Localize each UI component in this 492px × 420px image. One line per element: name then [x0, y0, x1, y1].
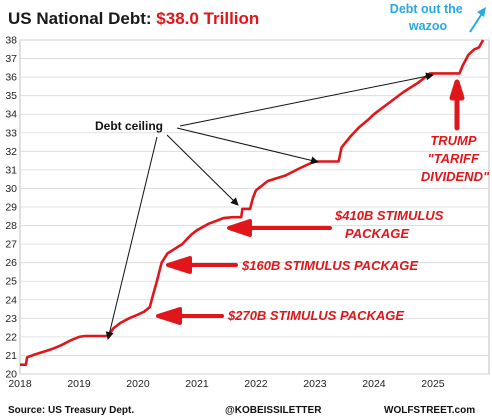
trump-line-2: "TARIFF [427, 151, 479, 166]
y-tick-label-21: 21 [5, 350, 17, 362]
debt-ceiling-arrow-2019 [105, 136, 158, 340]
y-tick-label-26: 26 [5, 257, 17, 269]
y-tick-label-34: 34 [5, 109, 17, 121]
stimulus-270-arrow [156, 307, 224, 325]
wazoo-line-1: Debt out the [390, 2, 463, 16]
kobeissi-handle: @KOBEISSILETTER [225, 405, 322, 416]
wazoo-arrow-shaft [469, 11, 484, 33]
y-tick-label-30: 30 [5, 183, 17, 195]
chart-title-highlight: $38.0 Trillion [156, 9, 260, 28]
debt-series-line [20, 39, 485, 366]
chart-title-prefix: US National Debt: [8, 9, 157, 28]
x-tick-label-2025: 2025 [421, 378, 445, 390]
x-axis-ticks: 2018 2019 2020 2021 2022 2023 2024 2025 [8, 378, 444, 390]
trump-line-1: TRUMP [430, 133, 477, 148]
trump-arrow [449, 79, 465, 131]
x-tick-label-2022: 2022 [244, 378, 268, 390]
grid-lines [20, 39, 489, 375]
y-tick-label-32: 32 [5, 146, 17, 158]
y-tick-label-23: 23 [5, 313, 17, 325]
chart-title: US National Debt: $38.0 Trillion [8, 9, 259, 29]
y-tick-label-20: 20 [5, 369, 17, 381]
wazoo-arrow-head [477, 7, 486, 17]
stimulus-410-label: $410B STIMULUS PACKAGE [334, 208, 447, 241]
y-tick-label-28: 28 [5, 220, 17, 232]
trump-label: TRUMP "TARIFF DIVIDEND" [421, 133, 490, 184]
debt-ceiling-arrow-2021 [166, 134, 239, 206]
y-tick-label-29: 29 [5, 202, 17, 214]
y-tick-label-36: 36 [5, 72, 17, 84]
stimulus-270-label: $270B STIMULUS PACKAGE [227, 308, 404, 323]
y-tick-label-25: 25 [5, 276, 17, 288]
stimulus-410-line-2: PACKAGE [345, 226, 409, 241]
x-tick-label-2020: 2020 [126, 378, 150, 390]
debt-ceiling-arrows [105, 72, 434, 340]
y-tick-label-33: 33 [5, 127, 17, 139]
y-tick-label-27: 27 [5, 239, 17, 251]
y-tick-label-38: 38 [5, 35, 17, 47]
wolfstreet-credit: WOLFSTREET.com [384, 405, 475, 416]
y-tick-label-31: 31 [5, 164, 17, 176]
stimulus-410-line-1: $410B STIMULUS [334, 208, 444, 223]
stimulus-160-arrow [166, 256, 238, 274]
y-tick-label-37: 37 [5, 53, 17, 65]
trump-line-3: DIVIDEND" [421, 169, 490, 184]
stimulus-410-arrow [227, 219, 332, 237]
debt-ceiling-arrow-2023 [176, 127, 319, 165]
source-note: Source: US Treasury Dept. [8, 405, 134, 416]
x-tick-label-2023: 2023 [303, 378, 327, 390]
x-tick-label-2019: 2019 [67, 378, 91, 390]
x-tick-label-2018: 2018 [8, 378, 32, 390]
x-tick-label-2024: 2024 [362, 378, 386, 390]
stimulus-160-label: $160B STIMULUS PACKAGE [241, 258, 418, 273]
wazoo-label: Debt out the wazoo [390, 2, 466, 33]
y-tick-label-35: 35 [5, 90, 17, 102]
y-axis-ticks: 20 21 22 23 24 25 26 27 28 29 30 31 32 33 34 35 36 37 38 [5, 35, 17, 381]
y-tick-label-22: 22 [5, 331, 17, 343]
debt-ceiling-arrow-2025 [179, 72, 434, 127]
y-tick-label-24: 24 [5, 294, 17, 306]
wazoo-line-2: wazoo [408, 19, 448, 33]
x-tick-label-2021: 2021 [185, 378, 209, 390]
debt-ceiling-label: Debt ceiling [95, 119, 163, 133]
